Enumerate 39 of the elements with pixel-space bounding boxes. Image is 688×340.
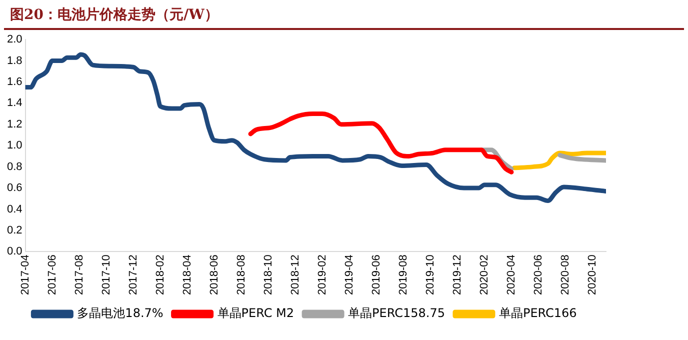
y-tick-label: 0.2	[6, 224, 22, 236]
x-tick-label: 2019-08	[397, 254, 410, 296]
legend-label: 多晶电池18.7%	[77, 306, 164, 320]
chart-title: 图20：电池片价格走势（元/W）	[4, 0, 684, 30]
x-tick-label: 2019-12	[451, 254, 464, 296]
x-tick-label: 2018-04	[181, 254, 194, 296]
line-series	[512, 150, 606, 170]
x-tick-label: 2018-02	[154, 254, 166, 296]
x-tick-label: 2020-08	[560, 254, 572, 296]
y-tick-label: 0.6	[6, 182, 22, 194]
x-tick-label: 2019-04	[343, 254, 356, 296]
y-tick-label: 2.0	[6, 34, 22, 46]
x-tick-label: 2018-10	[262, 254, 274, 296]
x-tick-label: 2019-02	[316, 254, 328, 296]
y-tick-label: 1.8	[6, 54, 22, 67]
legend-label: 单晶PERC166	[498, 306, 577, 320]
y-tick-label: 0.8	[6, 160, 22, 173]
y-tick-label: 1.4	[6, 97, 22, 110]
x-tick-label: 2020-04	[505, 254, 518, 296]
x-tick-label: 2019-10	[424, 254, 436, 296]
x-tick-label: 2020-06	[532, 254, 545, 296]
y-tick-label: 1.2	[6, 118, 22, 130]
x-tick-label: 2017-12	[127, 254, 140, 296]
x-tick-label: 2020-02	[478, 254, 490, 296]
x-tick-label: 2017-08	[73, 254, 86, 296]
x-tick-label: 2018-08	[235, 254, 248, 296]
legend-label: 单晶PERC M2	[217, 306, 294, 320]
x-tick-label: 2020-10	[586, 254, 599, 296]
legend-label: 单晶PERC158.75	[348, 306, 445, 320]
x-tick-label: 2018-06	[208, 254, 220, 296]
y-tick-label: 0.4	[6, 203, 22, 216]
line-series	[25, 52, 606, 203]
x-tick-label: 2017-06	[46, 254, 58, 296]
x-tick-label: 2019-06	[370, 254, 382, 296]
y-tick-label: 1.6	[6, 76, 22, 88]
x-tick-label: 2018-12	[289, 254, 302, 296]
y-tick-label: 1.0	[6, 140, 22, 152]
x-tick-label: 2017-10	[100, 254, 112, 296]
line-series	[248, 112, 514, 174]
